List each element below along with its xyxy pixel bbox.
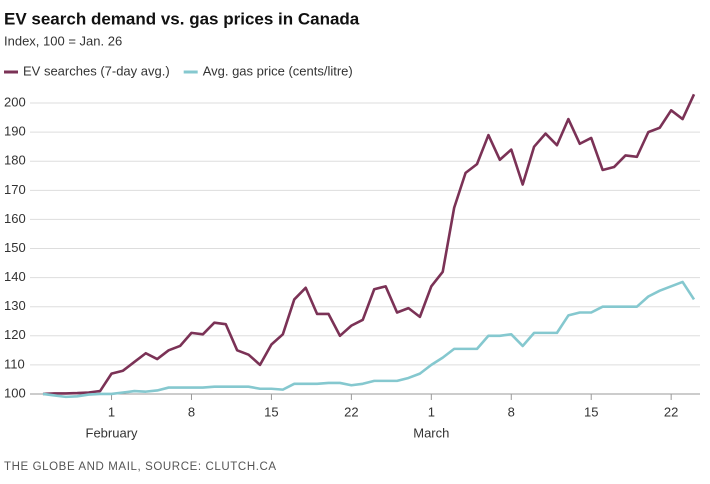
legend-label: Avg. gas price (cents/litre) (203, 63, 353, 78)
y-tick-label: 110 (4, 356, 25, 371)
x-tick-label: 8 (508, 404, 515, 419)
y-tick-label: 120 (4, 327, 26, 342)
chart-subtitle: Index, 100 = Jan. 26 (4, 33, 122, 48)
y-tick-label: 140 (4, 269, 26, 284)
y-tick-label: 130 (4, 298, 26, 313)
y-tick-label: 150 (4, 240, 26, 255)
y-tick-label: 180 (4, 153, 26, 168)
y-tick-label: 200 (4, 94, 26, 109)
x-tick-label: 15 (584, 404, 598, 419)
y-tick-label: 160 (4, 211, 26, 226)
source: THE GLOBE AND MAIL, SOURCE: CLUTCH.CA (4, 461, 277, 473)
x-tick-label: 22 (664, 404, 678, 419)
x-tick-label: 22 (344, 404, 358, 419)
chart-title: EV search demand vs. gas prices in Canad… (4, 9, 360, 28)
series-line (42, 93, 696, 396)
y-tick-label: 100 (4, 385, 26, 400)
x-tick-label: 8 (188, 404, 195, 419)
x-tick-label: 15 (264, 404, 278, 419)
y-tick-label: 170 (4, 182, 26, 197)
series-line (42, 280, 696, 399)
month-label: February (86, 425, 139, 440)
y-tick-label: 190 (4, 124, 26, 139)
x-tick-label: 1 (108, 404, 115, 419)
x-tick-label: 1 (428, 404, 435, 419)
legend-label: EV searches (7-day avg.) (23, 63, 170, 78)
month-label: March (413, 425, 449, 440)
